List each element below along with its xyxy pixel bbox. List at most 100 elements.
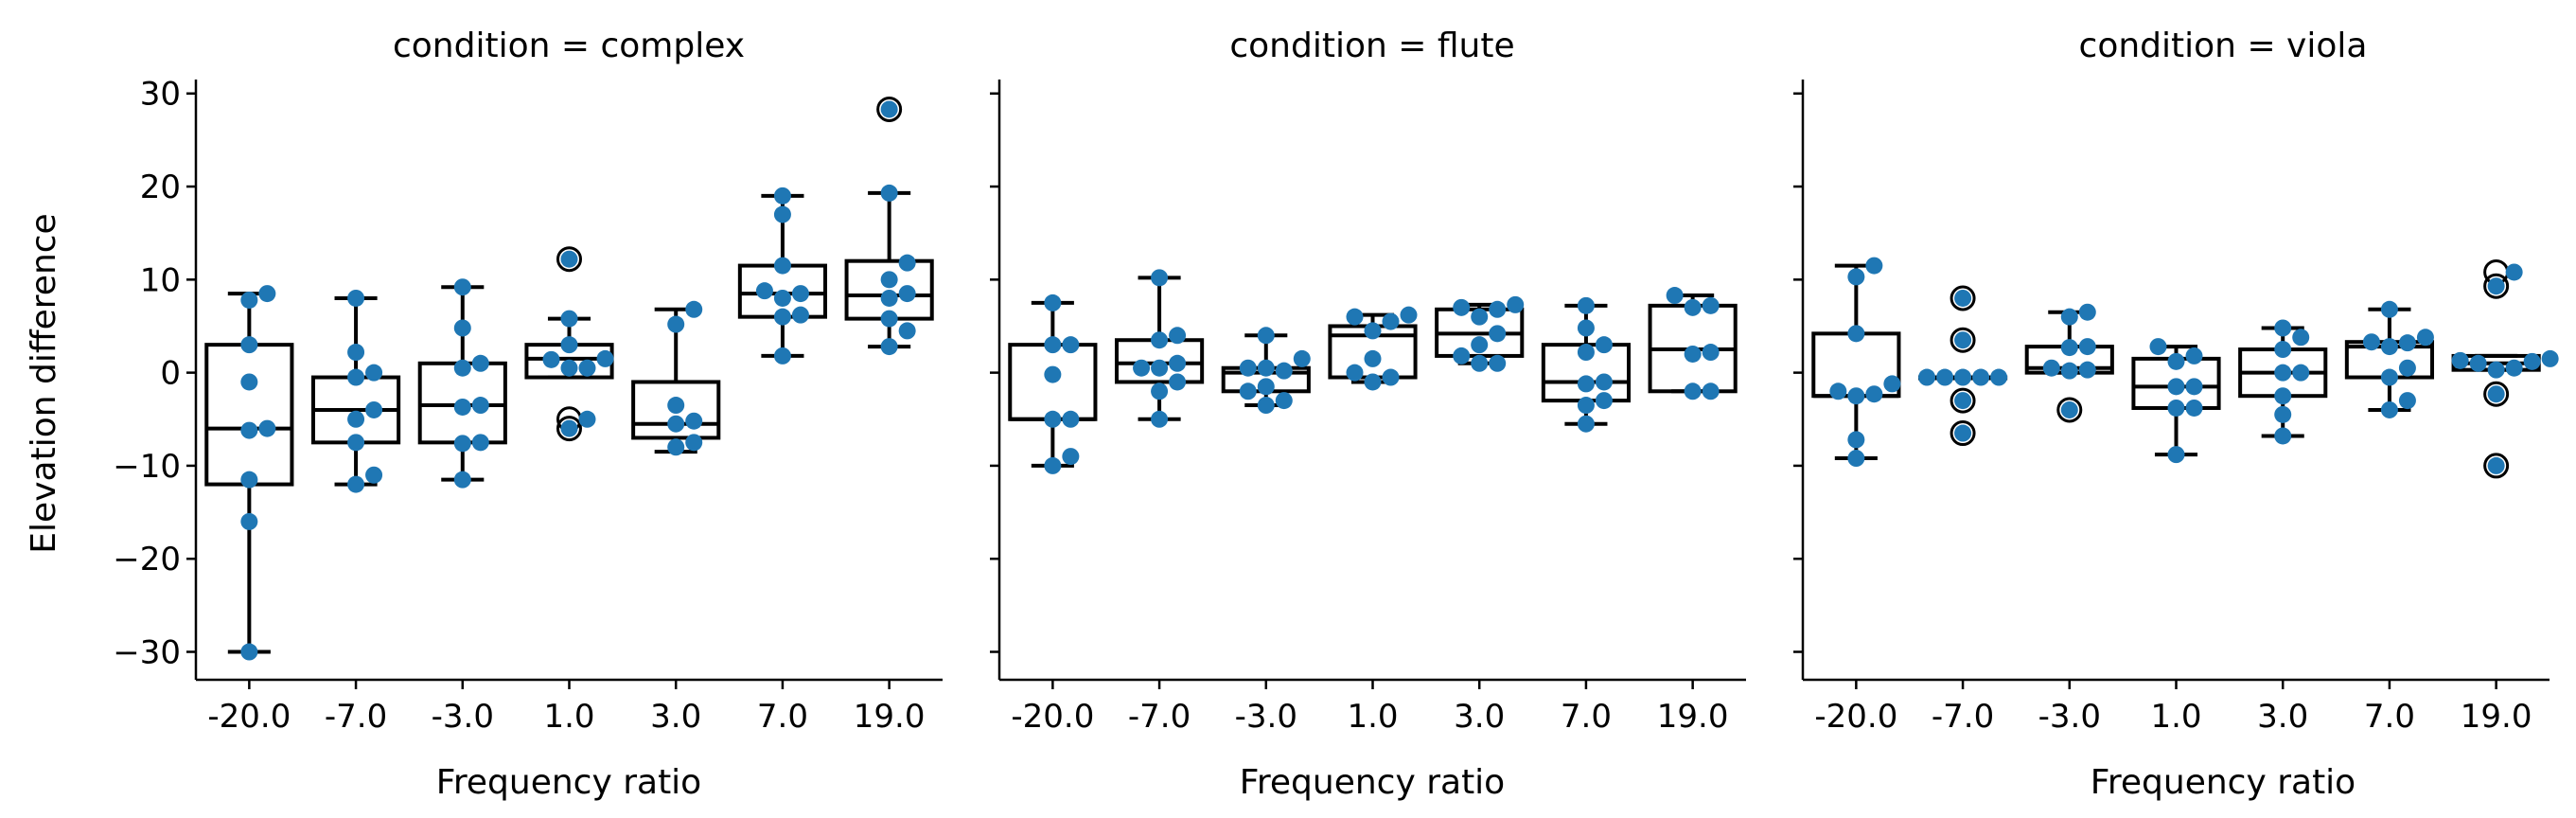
x-tick-label: 1.0 (1347, 698, 1398, 736)
data-point (560, 359, 578, 377)
data-point (560, 310, 578, 328)
data-point (880, 184, 898, 202)
data-point (1382, 312, 1400, 330)
data-point (1169, 354, 1187, 372)
data-point (1346, 364, 1364, 382)
y-tick-label: 30 (140, 76, 181, 114)
data-point (1453, 347, 1471, 365)
outlier-marker (1950, 285, 1976, 311)
data-point (1577, 415, 1595, 433)
data-point (685, 412, 703, 430)
x-tick-label: 19.0 (1657, 698, 1729, 736)
data-point (2185, 347, 2203, 365)
data-point (240, 291, 258, 309)
data-point (773, 308, 791, 326)
data-point (2362, 333, 2380, 351)
data-point (347, 344, 365, 362)
data-point (2541, 349, 2559, 367)
data-point (1346, 308, 1364, 326)
data-point (1883, 375, 1901, 393)
data-point (258, 419, 276, 437)
data-point (1666, 287, 1684, 305)
data-point (471, 434, 489, 452)
y-tick-label: −30 (113, 634, 181, 672)
data-point (1062, 336, 1080, 354)
data-point (2274, 319, 2292, 337)
data-point (2398, 334, 2416, 352)
data-point (2167, 378, 2185, 396)
data-point (240, 336, 258, 354)
outlier-marker (1950, 327, 1976, 353)
data-point (2060, 308, 2078, 326)
data-point (1577, 344, 1595, 362)
outlier-marker (1950, 387, 1976, 414)
data-point (1257, 397, 1275, 415)
data-point (1044, 293, 1062, 311)
data-point (1169, 373, 1187, 391)
data-point (1364, 322, 1382, 340)
data-point (2292, 329, 2310, 347)
data-point (2274, 341, 2292, 359)
y-tick-label: −10 (113, 448, 181, 486)
data-point (1847, 268, 1865, 286)
data-point (1151, 269, 1169, 287)
data-point (365, 466, 383, 484)
x-tick-label: -20.0 (1814, 698, 1897, 736)
data-point (560, 336, 578, 354)
data-point (347, 410, 365, 428)
data-point (1471, 336, 1489, 354)
data-point (2380, 338, 2398, 356)
x-axis-label: Frequency ratio (2091, 763, 2355, 802)
data-point (2274, 387, 2292, 405)
data-point (1954, 289, 1972, 307)
data-point (347, 368, 365, 386)
data-point (1954, 331, 1972, 349)
x-tick-label: -7.0 (1932, 698, 1994, 736)
data-point (1865, 385, 1883, 403)
data-point (365, 364, 383, 382)
data-point (578, 410, 596, 428)
x-tick-label: -20.0 (207, 698, 291, 736)
data-point (1489, 325, 1507, 343)
data-point (2274, 364, 2292, 382)
x-axis-label: Frequency ratio (1240, 763, 1505, 802)
data-point (2185, 378, 2203, 396)
outlier-marker (556, 416, 582, 442)
data-point (1239, 359, 1257, 377)
data-point (1151, 359, 1169, 377)
data-point (2274, 427, 2292, 445)
y-tick-label: −20 (113, 541, 181, 578)
data-point (2451, 351, 2469, 369)
data-point (2487, 277, 2505, 295)
data-point (1595, 373, 1613, 391)
data-point (685, 434, 703, 452)
data-point (898, 322, 916, 340)
data-point (1684, 345, 1702, 363)
data-point (1577, 375, 1595, 393)
data-point (471, 354, 489, 372)
data-point (1275, 362, 1293, 380)
data-point (2487, 361, 2505, 379)
x-tick-label: -3.0 (2038, 698, 2101, 736)
data-point (347, 475, 365, 493)
data-point (1865, 257, 1883, 275)
data-point (240, 421, 258, 439)
x-axis-label: Frequency ratio (436, 763, 701, 802)
data-point (1577, 319, 1595, 337)
data-point (1577, 397, 1595, 415)
data-point (347, 289, 365, 307)
x-tick-label: -3.0 (1235, 698, 1297, 736)
data-point (1453, 298, 1471, 316)
y-tick-label: 10 (140, 261, 181, 299)
data-point (560, 250, 578, 268)
data-point (365, 400, 383, 418)
data-point (453, 435, 471, 453)
data-point (2274, 405, 2292, 423)
data-point (1364, 373, 1382, 391)
data-point (755, 282, 773, 300)
data-point (1364, 349, 1382, 367)
outlier-marker (2483, 273, 2510, 299)
data-point (1847, 450, 1865, 468)
data-point (667, 415, 685, 433)
data-point (1829, 382, 1847, 400)
